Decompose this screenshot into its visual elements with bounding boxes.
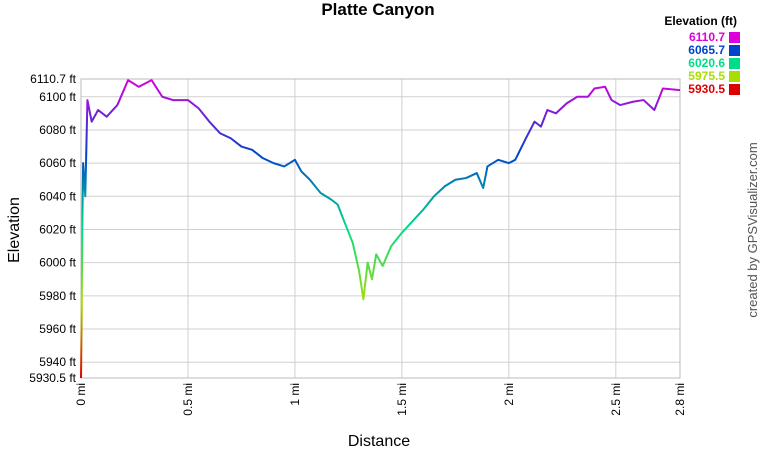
legend-label: 5930.5 <box>688 82 725 96</box>
x-tick-label: 2 mi <box>502 383 516 406</box>
y-tick-label: 6080 ft <box>39 123 76 137</box>
legend-swatch <box>729 58 740 69</box>
x-tick-label: 1 mi <box>288 383 302 406</box>
y-tick-label: 6040 ft <box>39 189 76 203</box>
legend-swatch <box>729 84 740 95</box>
y-tick-label: 5960 ft <box>39 322 76 336</box>
y-tick-label: 5930.5 ft <box>29 371 76 385</box>
x-tick-label: 0 mi <box>74 383 88 406</box>
legend-label: 6065.7 <box>688 43 725 57</box>
y-tick-label: 6000 ft <box>39 256 76 270</box>
y-tick-label: 5980 ft <box>39 289 76 303</box>
x-tick-label: 2.5 mi <box>609 383 623 416</box>
x-tick-label: 2.8 mi <box>673 383 687 416</box>
x-axis-title: Distance <box>348 433 410 450</box>
y-tick-label: 6110.7 ft <box>30 72 76 86</box>
legend-swatch <box>729 45 740 56</box>
legend-swatch <box>729 32 740 43</box>
legend-swatch <box>729 71 740 82</box>
y-tick-label: 6100 ft <box>39 90 76 104</box>
legend-title: Elevation (ft) <box>664 14 737 28</box>
y-tick-label: 6060 ft <box>39 156 76 170</box>
y-tick-label: 5940 ft <box>39 355 76 369</box>
chart-title: Platte Canyon <box>321 0 434 19</box>
elevation-line <box>80 79 681 379</box>
plot-frame <box>80 78 681 379</box>
legend-label: 5975.5 <box>688 69 725 83</box>
credit: created by GPSVisualizer.com <box>745 142 760 317</box>
legend-label: 6110.7 <box>689 30 725 44</box>
x-tick-label: 1.5 mi <box>395 383 409 416</box>
x-tick-label: 0.5 mi <box>181 383 195 416</box>
legend-label: 6020.6 <box>688 56 725 70</box>
y-tick-label: 6020 ft <box>39 222 76 236</box>
y-axis-title: Elevation <box>6 197 23 263</box>
